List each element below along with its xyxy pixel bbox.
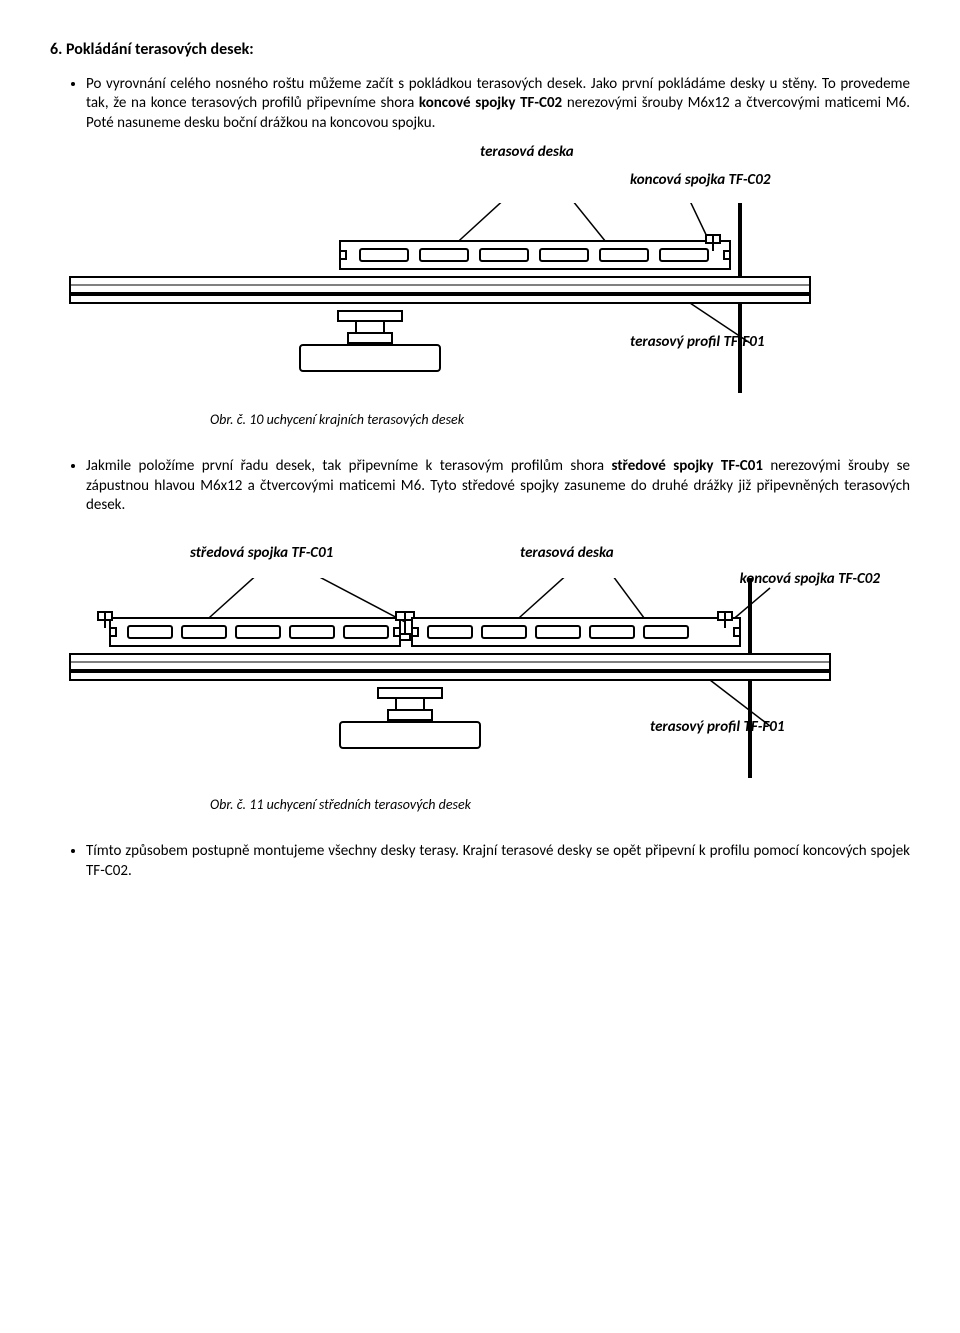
figure-1-caption: Obr. č. 10 uchycení krajních terasových … [210, 411, 910, 429]
label-profil-1: terasový profil TF-F01 [630, 333, 765, 353]
figure-2: středová spojka TF-C01 terasová deska ko… [50, 526, 910, 814]
figure-2-svg [50, 578, 870, 778]
label-terasova-deska-1: terasová deska [480, 143, 574, 163]
label-terasova-deska-2: terasová deska [520, 544, 614, 564]
figure-1: terasová deska koncová spojka TF-C02 [50, 143, 910, 429]
figure-1-top-labels: terasová deska koncová spojka TF-C02 [50, 143, 910, 199]
label-profil-2: terasový profil TF-F01 [650, 718, 785, 738]
bullet-list-3: Tímto způsobem postupně montujeme všechn… [50, 842, 910, 881]
p3-a: Tímto způsobem postupně montujeme všechn… [86, 842, 910, 880]
p1-b1: koncové spojky TF-C02 [419, 94, 562, 112]
label-koncova-spojka-1: koncová spojka TF-C02 [630, 171, 770, 191]
figure-2-diagram: terasový profil TF-F01 [50, 578, 910, 778]
bullet-3: Tímto způsobem postupně montujeme všechn… [86, 842, 910, 881]
p2-a: Jakmile položíme první řadu desek, tak p… [86, 457, 612, 475]
figure-2-caption: Obr. č. 11 uchycení středních terasových… [210, 796, 910, 814]
bullet-1: Po vyrovnání celého nosného roštu můžeme… [86, 75, 910, 134]
section-heading: 6. Pokládání terasových desek: [50, 40, 910, 61]
bullet-2: Jakmile položíme první řadu desek, tak p… [86, 457, 910, 516]
label-stredova: středová spojka TF-C01 [190, 544, 333, 564]
p2-b1: středové spojky TF-C01 [612, 457, 763, 475]
figure-1-diagram: terasový profil TF-F01 [50, 203, 910, 393]
figure-2-top-labels: středová spojka TF-C01 terasová deska ko… [50, 526, 910, 574]
bullet-list-1: Po vyrovnání celého nosného roštu můžeme… [50, 75, 910, 134]
figure-1-svg [50, 203, 850, 393]
bullet-list-2: Jakmile položíme první řadu desek, tak p… [50, 457, 910, 516]
section-number: 6. [50, 40, 62, 59]
section-title: Pokládání terasových desek: [66, 40, 254, 59]
